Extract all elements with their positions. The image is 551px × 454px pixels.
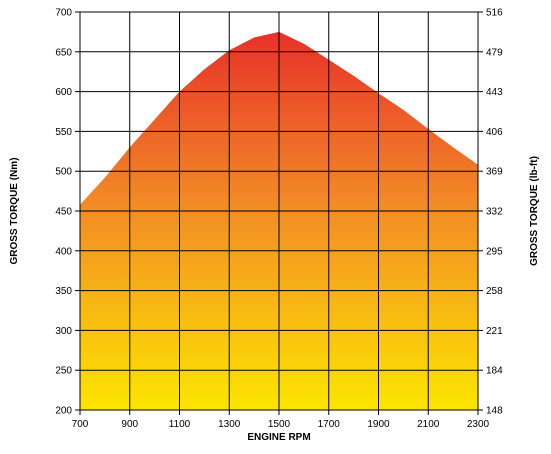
x-tick-label: 900	[121, 419, 138, 430]
left-y-tick-label: 250	[55, 366, 72, 377]
left-y-tick-label: 450	[55, 207, 72, 218]
right-y-tick-label: 184	[486, 366, 503, 377]
x-axis-title: ENGINE RPM	[247, 432, 310, 443]
right-y-tick-label: 295	[486, 246, 503, 257]
left-y-tick-label: 500	[55, 167, 72, 178]
x-tick-label: 1500	[268, 419, 291, 430]
right-y-tick-label: 443	[486, 87, 503, 98]
right-y-tick-label: 221	[486, 326, 503, 337]
left-y-tick-label: 400	[55, 246, 72, 257]
x-tick-label: 1300	[218, 419, 241, 430]
x-tick-label: 2300	[467, 419, 490, 430]
right-y-tick-label: 332	[486, 207, 503, 218]
left-y-axis-title: GROSS TORQUE (Nm)	[9, 157, 20, 264]
right-y-tick-label: 148	[486, 406, 503, 417]
x-tick-label: 1900	[367, 419, 390, 430]
left-y-tick-label: 300	[55, 326, 72, 337]
x-tick-label: 700	[72, 419, 89, 430]
right-y-axis-title: GROSS TORQUE (lb-ft)	[529, 156, 540, 266]
left-y-tick-label: 700	[55, 8, 72, 19]
right-y-tick-label: 516	[486, 8, 503, 19]
left-y-tick-label: 200	[55, 406, 72, 417]
left-y-tick-label: 650	[55, 47, 72, 58]
right-y-tick-label: 369	[486, 167, 503, 178]
left-y-tick-label: 600	[55, 87, 72, 98]
left-y-tick-label: 350	[55, 286, 72, 297]
right-y-tick-label: 258	[486, 286, 503, 297]
right-y-tick-label: 479	[486, 47, 503, 58]
tick-labels: 700 900 1100 1300 1500 1700 1900 2100 2300 200 148…	[55, 8, 503, 431]
x-tick-label: 2100	[417, 419, 440, 430]
right-y-tick-label: 406	[486, 127, 503, 138]
x-tick-label: 1100	[169, 419, 191, 430]
x-tick-label: 1700	[318, 419, 341, 430]
left-y-tick-label: 550	[55, 127, 72, 138]
tick-marks	[75, 11, 483, 415]
